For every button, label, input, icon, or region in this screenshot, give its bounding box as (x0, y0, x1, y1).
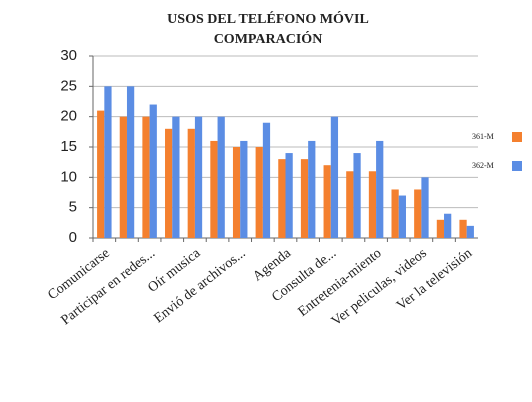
y-tick-label: 5 (69, 199, 77, 216)
y-tick-label: 0 (69, 229, 77, 246)
legend-swatch (512, 161, 522, 171)
y-tick-label: 15 (60, 138, 77, 155)
bar (376, 140, 384, 238)
bar (346, 171, 354, 238)
bar (240, 140, 248, 238)
y-tick-label: 10 (60, 168, 77, 185)
bar (217, 116, 225, 238)
y-tick-label: 25 (60, 77, 77, 94)
bar (398, 195, 406, 238)
bar (278, 159, 286, 238)
bar (421, 177, 429, 238)
legend-label: 362-M (472, 161, 494, 170)
bar (436, 219, 445, 238)
bar (97, 110, 105, 238)
bar (466, 225, 474, 238)
bar (142, 116, 150, 238)
bar (119, 116, 127, 238)
bar (172, 116, 180, 238)
bar (194, 116, 203, 238)
y-tick-label: 20 (60, 108, 77, 125)
bar (444, 213, 452, 238)
bar (323, 165, 331, 238)
bar (210, 140, 218, 238)
legend-swatch (512, 132, 522, 142)
y-tick-label: 30 (60, 47, 77, 64)
chart-title: USOS DEL TELÉFONO MÓVIL (167, 10, 369, 27)
bar (300, 159, 309, 238)
bar (149, 104, 157, 239)
chart-title: COMPARACIÓN (214, 30, 323, 47)
bar (165, 128, 173, 238)
bar (104, 86, 112, 238)
bar (126, 86, 135, 238)
bar (308, 140, 316, 238)
bar (187, 128, 195, 238)
bar (255, 147, 263, 238)
bar (391, 189, 399, 238)
bar (353, 153, 361, 238)
bar (285, 153, 293, 238)
bar (262, 122, 271, 238)
bar (459, 219, 467, 238)
bar (330, 116, 339, 238)
bar (368, 171, 377, 238)
legend-label: 361-M (472, 132, 494, 141)
bar (232, 147, 241, 238)
bar (414, 189, 422, 238)
